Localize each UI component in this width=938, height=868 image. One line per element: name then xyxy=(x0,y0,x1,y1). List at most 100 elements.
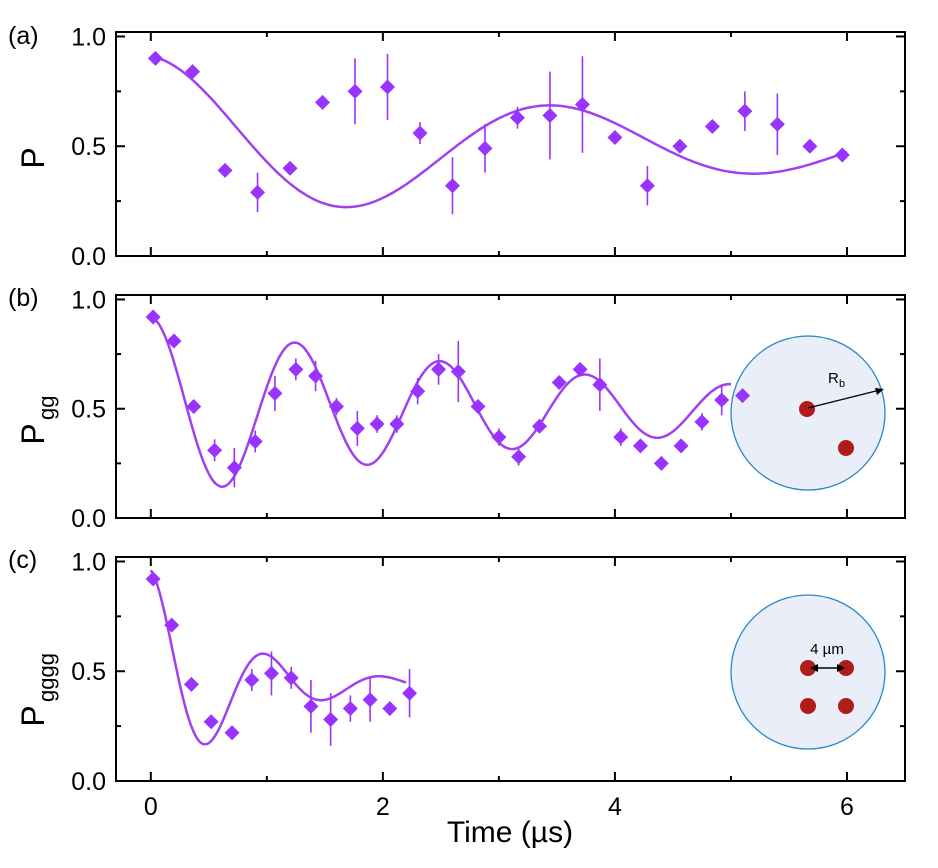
data-point xyxy=(207,442,223,458)
data-point xyxy=(714,392,730,408)
data-point xyxy=(145,571,161,587)
data-point xyxy=(491,429,507,445)
data-point xyxy=(217,162,233,178)
data-point xyxy=(323,712,339,728)
data-point xyxy=(226,460,242,476)
data-point xyxy=(735,388,751,404)
panel-0-marks: 0.0 0.5 1.0 xyxy=(71,23,905,271)
data-point xyxy=(288,361,304,377)
data-point xyxy=(328,399,344,415)
data-point xyxy=(694,414,710,430)
inset-b-arrow-head xyxy=(875,388,884,395)
y-tick-label: 0.5 xyxy=(71,133,106,161)
data-point xyxy=(224,725,240,741)
fit-curve xyxy=(149,569,407,746)
x-tick-label: 4 xyxy=(608,793,622,821)
data-point xyxy=(382,701,398,717)
fit-curve xyxy=(150,315,731,488)
x-axis-label: Time (µs) xyxy=(447,816,573,849)
data-point xyxy=(183,676,199,692)
inset-c-atom xyxy=(838,660,854,676)
panel-c-label: (c) xyxy=(8,546,37,574)
data-point xyxy=(412,125,428,141)
data-point xyxy=(308,368,324,384)
data-point xyxy=(613,429,629,445)
data-point xyxy=(607,129,623,145)
data-point xyxy=(380,79,396,95)
panel-2-marks: 0.0 0.5 1.0 0 2 4 6 xyxy=(71,548,905,821)
data-point xyxy=(704,118,720,134)
y-tick-label: 0.5 xyxy=(71,658,106,686)
y-tick-label: 0.0 xyxy=(71,243,106,271)
inset-b-atom xyxy=(799,401,815,417)
inset-c-arrow-left xyxy=(810,664,818,672)
data-point xyxy=(450,364,466,380)
panel-c-ylabel: P gggg xyxy=(15,653,59,727)
data-point xyxy=(572,361,588,377)
inset-c-atom xyxy=(800,698,816,714)
data-point xyxy=(672,138,688,154)
inset-b-atom xyxy=(838,440,854,456)
data-point xyxy=(834,147,850,163)
inset-c-label: 4 µm xyxy=(810,641,844,658)
data-point xyxy=(263,665,279,681)
data-point xyxy=(574,97,590,113)
y-tick-label: 0.0 xyxy=(71,768,106,796)
data-point xyxy=(410,383,426,399)
data-point xyxy=(166,333,182,349)
data-point xyxy=(551,375,567,391)
data-point xyxy=(347,83,363,99)
data-point xyxy=(737,103,753,119)
x-tick-label: 6 xyxy=(840,793,854,821)
panel-a-label: (a) xyxy=(8,22,39,50)
inset-c: 4 µm xyxy=(730,594,886,750)
panel-b-ylabel-sub: gg xyxy=(34,396,59,420)
panel-a-frame xyxy=(115,31,906,257)
inset-b-radius-line xyxy=(807,389,881,409)
panel-c-frame xyxy=(115,556,906,782)
data-point xyxy=(342,701,358,717)
data-point xyxy=(147,50,163,66)
data-point xyxy=(509,110,525,126)
data-point xyxy=(673,438,689,454)
data-point xyxy=(185,64,201,80)
data-point xyxy=(444,178,460,194)
data-point xyxy=(186,399,202,415)
inset-b-label-sub: b xyxy=(839,378,845,390)
data-point xyxy=(389,416,405,432)
data-point xyxy=(250,184,266,200)
x-tick-label: 0 xyxy=(144,793,158,821)
data-point xyxy=(802,138,818,154)
data-point xyxy=(349,420,365,436)
y-tick-label: 1.0 xyxy=(71,548,106,576)
panel-b-ylabel-main: P xyxy=(15,423,51,444)
data-point xyxy=(315,94,331,110)
y-tick-label: 0.0 xyxy=(71,505,106,533)
data-point xyxy=(632,438,648,454)
inset-c-atom xyxy=(800,660,816,676)
fit-curve xyxy=(150,54,848,209)
y-tick-label: 0.5 xyxy=(71,396,106,424)
data-point xyxy=(303,698,319,714)
data-point xyxy=(164,617,180,633)
data-point xyxy=(244,672,260,688)
panel-b-frame xyxy=(115,294,906,519)
x-tick-label: 2 xyxy=(376,793,390,821)
panel-c-ylabel-main: P xyxy=(15,705,51,726)
data-point xyxy=(203,714,219,730)
inset-c-atom xyxy=(838,698,854,714)
panel-a-ylabel: P xyxy=(15,147,51,168)
data-point xyxy=(145,309,161,325)
data-point xyxy=(639,178,655,194)
data-point xyxy=(542,108,558,124)
panel-c-ylabel-sub: gggg xyxy=(34,653,59,702)
chart-marks: 0.0 0.5 1.0 0.0 0.5 1.0 0.0 0.5 1.0 0 2 4 6 xyxy=(71,23,905,821)
y-tick-label: 1.0 xyxy=(71,286,106,314)
data-point xyxy=(362,692,378,708)
data-point xyxy=(283,670,299,686)
data-point xyxy=(511,449,527,465)
panel-1-marks: 0.0 0.5 1.0 xyxy=(71,286,905,533)
panel-b-label: (b) xyxy=(8,284,39,312)
data-point xyxy=(769,116,785,132)
